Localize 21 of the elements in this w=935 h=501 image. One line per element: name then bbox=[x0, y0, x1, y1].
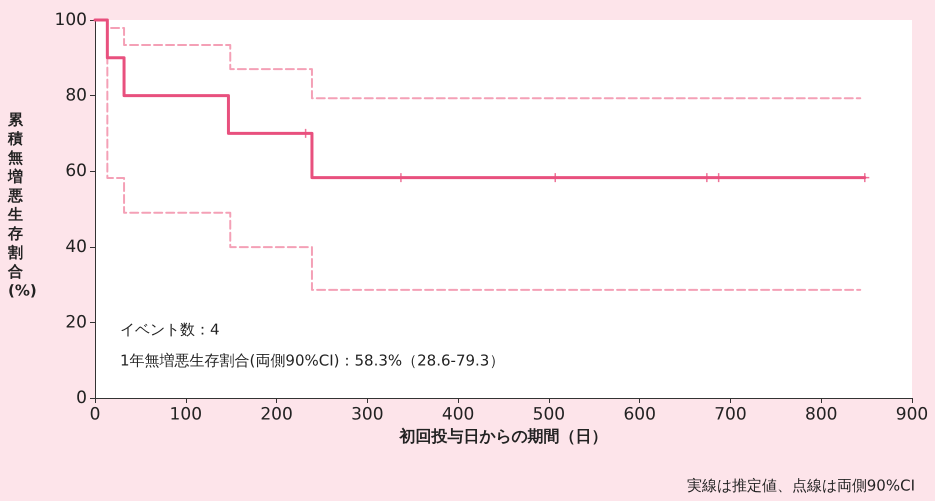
x-axis-title: 初回投与日からの期間（日） bbox=[398, 426, 608, 446]
x-tick-label: 200 bbox=[260, 404, 293, 424]
text: 累積無増悪生存割合(%) bbox=[8, 110, 37, 300]
y-tick-label: 60 bbox=[65, 161, 87, 182]
x-tick-label: 0 bbox=[90, 404, 100, 424]
x-tick-label: 500 bbox=[532, 404, 566, 424]
x-tick-label: 100 bbox=[170, 404, 202, 424]
x-tick-label: 600 bbox=[623, 404, 656, 424]
text: 実線は推定値、点線は両側90%CI bbox=[686, 476, 916, 494]
y-tick-label: 80 bbox=[65, 86, 87, 106]
x-tick-label: 300 bbox=[351, 404, 384, 424]
y-tick-label: 0 bbox=[76, 388, 87, 408]
annotation: イベント数：4 bbox=[120, 320, 220, 338]
x-tick-label: 700 bbox=[714, 404, 747, 424]
y-tick-label: 100 bbox=[54, 10, 87, 30]
y-tick-label: 40 bbox=[65, 236, 87, 257]
x-tick-label: 400 bbox=[442, 404, 474, 424]
x-tick-label: 800 bbox=[804, 404, 838, 424]
annotation: 1年無増悪生存割合(両側90%CI)：58.3%（28.6-79.3） bbox=[120, 352, 504, 370]
x-tick-label: 900 bbox=[896, 404, 928, 424]
y-tick-label: 20 bbox=[65, 312, 87, 332]
